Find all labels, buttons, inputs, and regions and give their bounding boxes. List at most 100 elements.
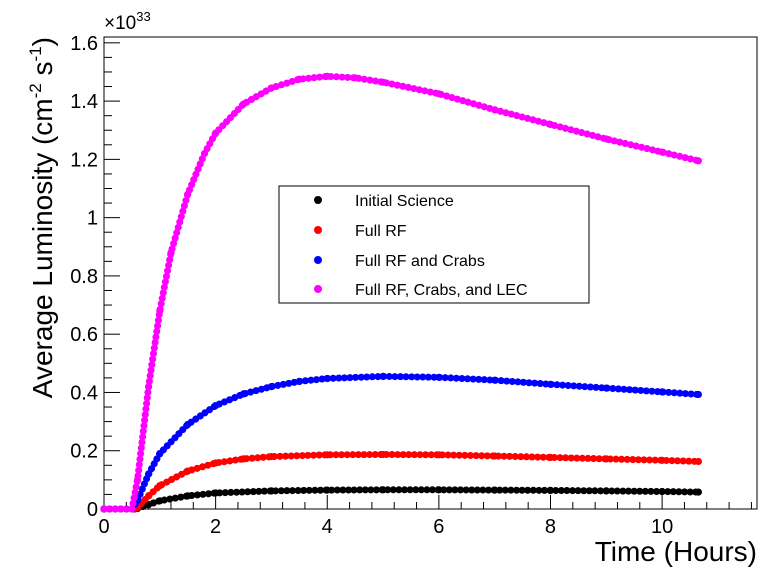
data-point bbox=[156, 450, 164, 458]
data-point bbox=[379, 372, 387, 380]
data-point bbox=[200, 149, 209, 158]
data-point bbox=[602, 135, 610, 143]
data-point bbox=[212, 489, 220, 497]
data-point bbox=[694, 390, 703, 399]
y-tick-label: 0.6 bbox=[70, 324, 98, 346]
data-point bbox=[658, 148, 666, 156]
data-point bbox=[212, 459, 220, 467]
data-point bbox=[145, 470, 153, 478]
x-tick-label: 4 bbox=[322, 516, 333, 538]
data-point bbox=[100, 505, 108, 513]
data-point bbox=[239, 100, 248, 108]
x-tick-label: 6 bbox=[433, 516, 444, 538]
legend-entry-full-rf-crabs: Full RF and Crabs bbox=[314, 253, 485, 270]
y-tick-label: 1.2 bbox=[70, 149, 98, 171]
data-point bbox=[435, 373, 443, 381]
legend: Initial Science Full RF Full RF and Crab… bbox=[278, 185, 590, 304]
legend-marker-full-rf-crabs-lec bbox=[314, 285, 322, 293]
y-axis-label: Average Luminosity (cm-2 s-1) bbox=[26, 37, 58, 398]
y-tick-label: 1 bbox=[87, 208, 98, 230]
data-point bbox=[379, 450, 387, 459]
x-axis-label: Time (Hours) bbox=[595, 536, 757, 567]
x-tick-label: 8 bbox=[545, 516, 556, 538]
legend-entry-full-rf-crabs-lec: Full RF, Crabs, and LEC bbox=[314, 282, 528, 299]
y-tick-label: 0 bbox=[87, 499, 98, 521]
data-point bbox=[491, 452, 499, 460]
series-1 bbox=[100, 450, 703, 513]
series-trace bbox=[100, 372, 702, 513]
data-point bbox=[491, 486, 499, 494]
data-point bbox=[295, 75, 303, 83]
data-point bbox=[156, 307, 164, 315]
data-point bbox=[267, 383, 275, 391]
data-point bbox=[546, 380, 555, 388]
data-point bbox=[239, 390, 248, 398]
data-point bbox=[491, 106, 499, 114]
data-point bbox=[323, 374, 331, 383]
legend-label-full-rf-crabs-lec: Full RF, Crabs, and LEC bbox=[355, 282, 528, 299]
data-point bbox=[658, 388, 666, 396]
data-point bbox=[184, 190, 192, 198]
data-point bbox=[435, 451, 443, 459]
y-tick-label: 0.8 bbox=[70, 266, 98, 288]
x-axis-ticks: 0 2 4 6 8 10 bbox=[98, 495, 752, 538]
data-point bbox=[267, 453, 275, 461]
data-point bbox=[435, 90, 443, 98]
data-point bbox=[184, 492, 192, 500]
data-point bbox=[167, 249, 175, 257]
y-axis-ticks: 0 0.2 0.4 0.6 0.8 1 1.2 1.4 1.6 bbox=[70, 33, 120, 521]
data-point bbox=[602, 384, 610, 392]
exponent-label: ×1033 bbox=[104, 9, 151, 34]
data-point bbox=[694, 488, 703, 496]
data-point bbox=[184, 467, 192, 475]
y-tick-label: 0.4 bbox=[70, 382, 98, 404]
data-point bbox=[379, 486, 387, 494]
y-tick-label: 0.2 bbox=[70, 441, 98, 463]
data-point bbox=[323, 486, 331, 494]
data-point bbox=[602, 487, 610, 495]
legend-box bbox=[278, 185, 590, 304]
data-point bbox=[379, 78, 387, 86]
data-point bbox=[323, 72, 331, 80]
data-point bbox=[267, 84, 275, 92]
legend-marker-full-rf-crabs bbox=[314, 256, 322, 264]
data-point bbox=[239, 455, 248, 463]
data-point bbox=[491, 376, 499, 384]
data-point bbox=[145, 492, 153, 500]
y-tick-label: 1.4 bbox=[70, 91, 98, 113]
legend-marker-initial-science bbox=[314, 196, 322, 204]
plot-frame bbox=[103, 36, 758, 510]
data-point bbox=[133, 476, 142, 484]
data-point bbox=[694, 457, 703, 466]
data-point bbox=[602, 455, 610, 463]
series-3 bbox=[100, 72, 703, 513]
data-point bbox=[323, 451, 331, 459]
data-point bbox=[145, 501, 153, 509]
x-tick-label: 0 bbox=[98, 516, 109, 538]
data-point bbox=[694, 157, 703, 165]
x-tick-label: 2 bbox=[210, 516, 221, 538]
data-point bbox=[267, 487, 275, 495]
data-point bbox=[351, 74, 359, 82]
data-point bbox=[546, 453, 555, 461]
legend-label-full-rf-crabs: Full RF and Crabs bbox=[355, 253, 485, 270]
data-point bbox=[658, 487, 666, 496]
legend-entry-initial-science: Initial Science bbox=[314, 193, 454, 210]
data-point bbox=[145, 383, 153, 391]
legend-entry-full-rf: Full RF bbox=[314, 223, 407, 240]
data-point bbox=[435, 486, 443, 494]
data-point bbox=[156, 497, 164, 505]
data-point bbox=[546, 486, 555, 494]
data-point bbox=[546, 120, 555, 128]
data-point bbox=[184, 420, 192, 429]
data-point bbox=[658, 456, 666, 464]
legend-label-initial-science: Initial Science bbox=[355, 193, 454, 210]
series-trace bbox=[100, 451, 702, 513]
data-point bbox=[156, 482, 164, 490]
y-tick-label: 1.6 bbox=[70, 33, 98, 55]
legend-label-full-rf: Full RF bbox=[355, 223, 407, 240]
legend-marker-full-rf bbox=[314, 226, 322, 234]
data-point bbox=[295, 377, 303, 385]
x-tick-label: 10 bbox=[651, 516, 673, 538]
